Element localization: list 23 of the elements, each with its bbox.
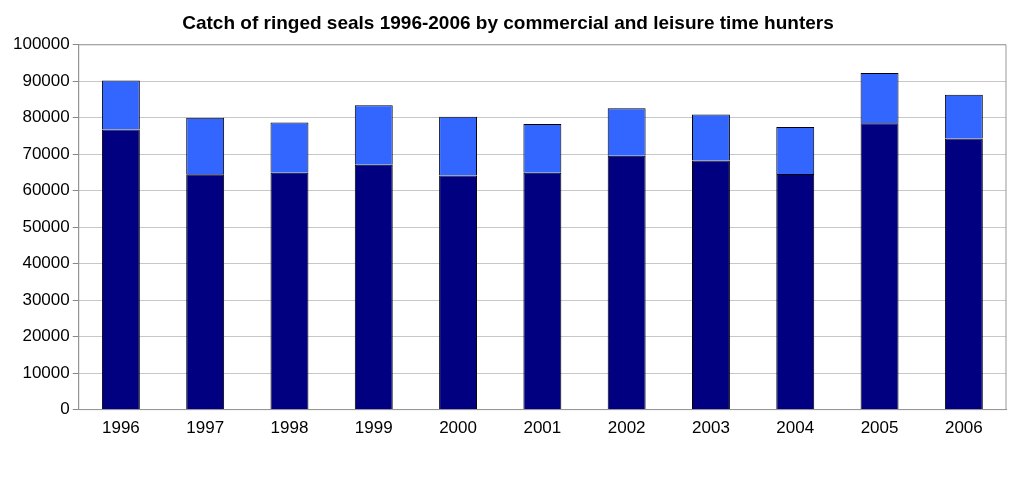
x-tick-label: 2004 — [776, 418, 815, 438]
y-tick-label: 0 — [60, 399, 70, 419]
x-tick-label: 2006 — [944, 418, 983, 438]
x-tick-label: 2003 — [692, 418, 730, 438]
y-tick-label: 80000 — [22, 107, 70, 127]
x-tick-label: 1999 — [354, 418, 393, 438]
y-tick-label: 100000 — [12, 34, 70, 54]
x-tick-label: 2001 — [523, 418, 562, 438]
y-tick-label: 70000 — [22, 143, 70, 163]
y-tick-label: 40000 — [22, 253, 70, 273]
y-tick-label: 60000 — [22, 180, 70, 200]
y-tick-label: 90000 — [22, 70, 70, 90]
x-tick-label: 1996 — [101, 418, 140, 438]
x-tick-label: 1997 — [186, 418, 225, 438]
y-tick-label: 10000 — [22, 362, 70, 382]
chart-title: Catch of ringed seals 1996-2006 by commercial and leisure time hunters — [182, 11, 834, 33]
y-tick-label: 20000 — [22, 326, 70, 346]
x-tick-label: 2000 — [439, 418, 477, 438]
x-tick-label: 2002 — [607, 418, 646, 438]
y-tick-label: 50000 — [22, 216, 70, 236]
x-tick-label: 2005 — [860, 418, 899, 438]
y-tick-label: 30000 — [22, 289, 70, 309]
x-tick-label: 1998 — [270, 418, 309, 438]
